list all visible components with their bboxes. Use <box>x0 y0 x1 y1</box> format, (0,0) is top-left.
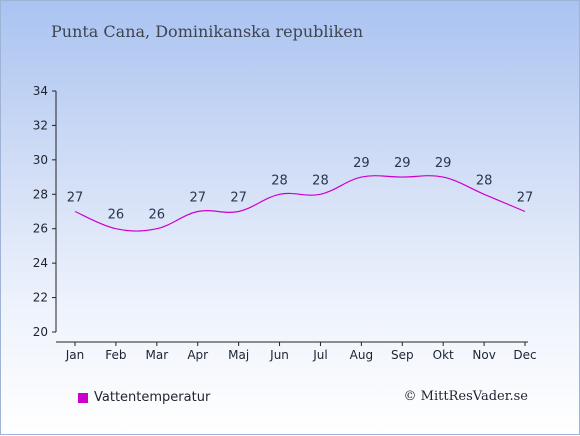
chart-series <box>74 175 526 232</box>
y-tick-label: 24 <box>33 256 48 270</box>
y-tick-label: 32 <box>33 118 48 132</box>
copyright-credit: © MittResVader.se <box>403 389 528 404</box>
data-label: 26 <box>149 208 166 223</box>
data-label: 28 <box>476 173 493 188</box>
y-tick-label: 22 <box>33 291 48 305</box>
data-label: 26 <box>108 208 125 223</box>
data-label: 28 <box>271 173 288 188</box>
chart-data-labels: 27 26 26 27 27 28 28 29 29 29 28 27 <box>67 156 534 223</box>
x-tick-label: Okt <box>433 348 454 362</box>
data-label: 29 <box>353 156 370 171</box>
x-tick-label: Sep <box>391 348 414 362</box>
x-tick-label: Jan <box>65 348 85 362</box>
data-label: 27 <box>67 191 84 206</box>
x-tick-label: Dec <box>513 348 536 362</box>
chart-legend: Vattentemperatur <box>78 390 210 405</box>
y-tick-label: 34 <box>33 84 48 98</box>
chart-axes: 20 22 24 26 28 30 32 34 Jan Feb Mar Apr Maj Jun Jul Aug… <box>33 84 537 362</box>
x-tick-label: Apr <box>187 348 208 362</box>
x-tick-label: Jun <box>269 348 289 362</box>
data-label: 27 <box>517 191 534 206</box>
x-tick-label: Nov <box>472 348 495 362</box>
legend-swatch <box>78 392 88 403</box>
y-tick-label: 26 <box>33 222 48 236</box>
y-tick-label: 20 <box>33 325 48 339</box>
data-label: 29 <box>435 156 452 171</box>
y-tick-label: 28 <box>33 187 48 201</box>
data-label: 27 <box>230 191 247 206</box>
legend-label: Vattentemperatur <box>94 390 211 405</box>
x-tick-label: Mar <box>145 348 168 362</box>
x-tick-label: Maj <box>228 348 249 362</box>
data-label: 28 <box>312 173 329 188</box>
series-line-vattentemperatur <box>74 175 526 232</box>
y-tick-label: 30 <box>33 153 48 167</box>
data-label: 27 <box>189 191 206 206</box>
x-tick-label: Feb <box>105 348 126 362</box>
chart-title: Punta Cana, Dominikanska republiken <box>51 22 364 41</box>
x-tick-label: Aug <box>350 348 373 362</box>
x-tick-label: Jul <box>312 348 327 362</box>
data-label: 29 <box>394 156 411 171</box>
